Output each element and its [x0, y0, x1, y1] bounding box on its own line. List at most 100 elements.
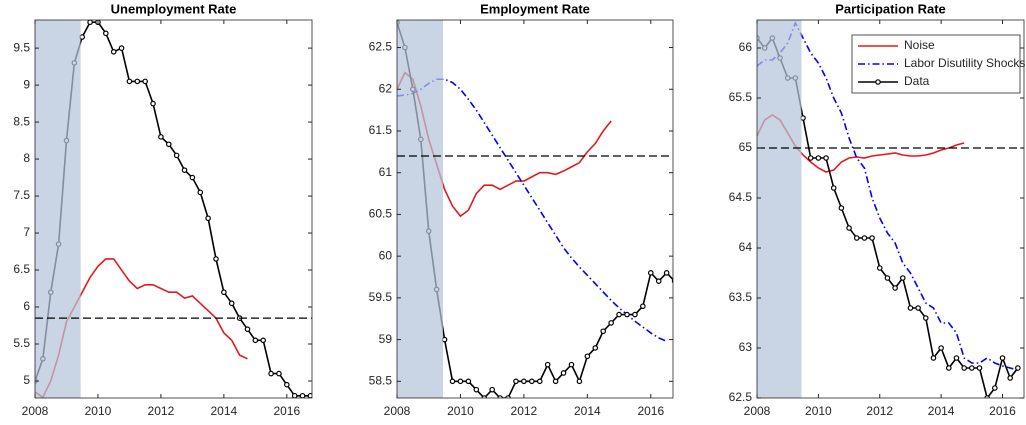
- data-point: [838, 205, 845, 211]
- data-point: [663, 270, 670, 276]
- y-tick-label: 59: [379, 332, 393, 346]
- data-point: [213, 256, 219, 262]
- data-point: [876, 265, 883, 271]
- data-point: [276, 370, 282, 377]
- y-tick-label: 66: [739, 40, 753, 54]
- data-point: [252, 337, 259, 344]
- data-point: [823, 155, 829, 161]
- y-tick-label: 63.5: [729, 290, 753, 304]
- x-tick-label: 2008: [384, 404, 411, 418]
- data-point: [79, 34, 86, 40]
- legend-marker: [875, 79, 881, 85]
- data-point: [560, 370, 567, 376]
- legend-label: Noise: [904, 38, 935, 52]
- data-point: [884, 275, 891, 281]
- data-point: [568, 361, 575, 368]
- data-point: [134, 78, 141, 85]
- y-tick-label: 8.5: [13, 114, 30, 128]
- legend-label: Labor Disutility Shocks: [904, 56, 1025, 70]
- data-point: [173, 152, 180, 159]
- data-point: [449, 378, 456, 385]
- data-point: [907, 305, 914, 311]
- data-point: [552, 378, 559, 385]
- data-point: [830, 185, 837, 191]
- data-point: [291, 392, 298, 398]
- data-point: [938, 345, 944, 351]
- axes-box: [756, 19, 1025, 399]
- data-point: [815, 155, 822, 161]
- data-point: [457, 378, 464, 385]
- data-point: [600, 328, 607, 335]
- data-point: [892, 285, 898, 291]
- data-point: [544, 361, 551, 368]
- axes-box: [396, 19, 674, 399]
- data-point: [118, 45, 125, 51]
- data-point: [205, 215, 211, 222]
- data-point: [181, 167, 188, 173]
- data-point: [165, 141, 172, 148]
- y-tick-label: 58.5: [369, 373, 393, 387]
- recession-shade: [35, 20, 81, 398]
- y-tick-label: 60.5: [369, 207, 393, 221]
- y-tick-label: 64: [739, 240, 753, 254]
- x-tick-label: 2014: [211, 404, 238, 418]
- plot-area: [397, 20, 673, 398]
- y-tick-label: 63: [739, 340, 753, 354]
- y-tick-label: 9.5: [13, 40, 30, 54]
- data-point: [922, 315, 929, 321]
- chart-title: Unemployment Rate: [111, 1, 237, 16]
- plot-area: [757, 20, 1024, 398]
- data-point: [976, 365, 983, 371]
- data-point: [647, 270, 654, 276]
- y-tick-label: 60: [379, 248, 393, 262]
- y-tick-label: 7.5: [13, 188, 30, 202]
- data-point: [946, 365, 952, 371]
- data-point: [473, 386, 480, 393]
- x-tick-label: 2008: [22, 404, 49, 418]
- chart-title: Employment Rate: [480, 1, 590, 16]
- data-point: [536, 378, 543, 385]
- data-point: [521, 378, 527, 385]
- data-point: [110, 49, 117, 55]
- data-point: [961, 365, 967, 371]
- y-tick-label: 9: [23, 77, 30, 91]
- data-point: [158, 134, 164, 140]
- data-point: [592, 345, 599, 351]
- x-tick-label: 2010: [85, 404, 112, 418]
- data-point: [1015, 365, 1021, 371]
- y-tick-label: 59.5: [369, 290, 393, 304]
- y-tick-label: 5: [23, 373, 30, 387]
- axes-box: [34, 19, 313, 399]
- y-tick-label: 62.5: [729, 390, 753, 404]
- data-point: [616, 311, 622, 318]
- x-tick-label: 2012: [866, 404, 893, 418]
- series-line: [35, 21, 311, 397]
- y-tick-label: 5.5: [13, 336, 30, 350]
- data-point: [992, 385, 998, 391]
- data-point: [969, 365, 975, 371]
- data-point: [584, 353, 591, 360]
- data-point: [608, 320, 614, 326]
- data-point: [999, 355, 1006, 361]
- data-point: [299, 392, 306, 398]
- y-tick-label: 8: [23, 151, 30, 165]
- data-point: [930, 355, 937, 361]
- data-point: [853, 235, 860, 241]
- data-point: [268, 370, 274, 377]
- x-tick-label: 2010: [447, 404, 474, 418]
- data-point: [1007, 375, 1013, 381]
- data-point: [624, 311, 630, 318]
- data-point: [150, 100, 156, 107]
- recession-shade: [397, 20, 443, 398]
- y-tick-label: 61: [379, 165, 393, 179]
- x-tick-label: 2014: [574, 404, 601, 418]
- data-point: [441, 336, 448, 343]
- data-point: [221, 289, 227, 296]
- y-tick-label: 62.5: [369, 40, 393, 54]
- data-point: [576, 378, 583, 385]
- data-point: [846, 225, 852, 231]
- recession-shade: [757, 20, 802, 398]
- x-tick-label: 2010: [805, 404, 832, 418]
- data-point: [189, 174, 196, 181]
